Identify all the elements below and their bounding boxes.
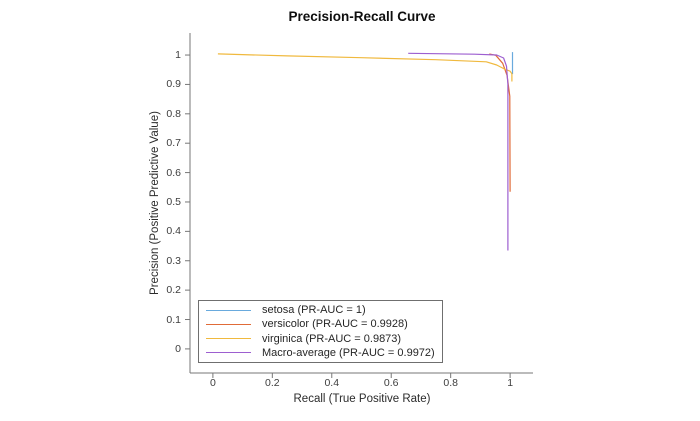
y-tick-label: 0.2	[166, 284, 181, 297]
x-tick-label: 0.4	[324, 377, 340, 389]
x-tick-label: 0	[209, 377, 216, 389]
chart-title: Precision-Recall Curve	[288, 9, 436, 24]
y-tick-label: 0.1	[166, 313, 181, 326]
y-tick-label: 0.7	[166, 137, 181, 150]
legend-line-sample	[206, 352, 251, 354]
legend-line-sample	[206, 309, 251, 311]
x-tick-label: 0.8	[443, 377, 458, 389]
legend-item-label: virginica (PR-AUC = 0.9873)	[262, 332, 402, 345]
x-tick-label: 0.2	[265, 377, 280, 389]
y-tick-label: 0	[175, 342, 181, 355]
legend-item-label: Macro-average (PR-AUC = 0.9972)	[262, 346, 435, 359]
y-tick-label: 1	[175, 49, 181, 62]
series-line-Macro-average	[408, 52, 509, 251]
legend-line-sample	[206, 323, 251, 325]
legend-item-label: versicolor (PR-AUC = 0.9928)	[262, 318, 408, 331]
y-tick-label: 0.6	[166, 166, 181, 179]
y-tick-label: 0.3	[166, 254, 181, 267]
legend-item: Macro-average (PR-AUC = 0.9972)	[199, 346, 442, 360]
y-tick-label: 0.9	[166, 78, 181, 91]
y-tick-label: 0.5	[166, 195, 181, 208]
x-tick-label: 1	[507, 377, 514, 389]
legend-item: virginica (PR-AUC = 0.9873)	[199, 332, 442, 346]
series-line-virginica	[217, 53, 513, 82]
legend-item: versicolor (PR-AUC = 0.9928)	[199, 317, 442, 331]
y-tick-label: 0.4	[166, 225, 181, 238]
x-tick-label: 0.6	[383, 377, 399, 389]
legend: setosa (PR-AUC = 1) versicolor (PR-AUC = …	[198, 300, 443, 363]
y-tick-label: 0.8	[166, 107, 181, 120]
legend-item: setosa (PR-AUC = 1)	[199, 303, 442, 317]
legend-item-label: setosa (PR-AUC = 1)	[262, 304, 366, 317]
legend-line-sample	[206, 338, 251, 340]
x-axis-label: Recall (True Positive Rate)	[293, 393, 431, 405]
